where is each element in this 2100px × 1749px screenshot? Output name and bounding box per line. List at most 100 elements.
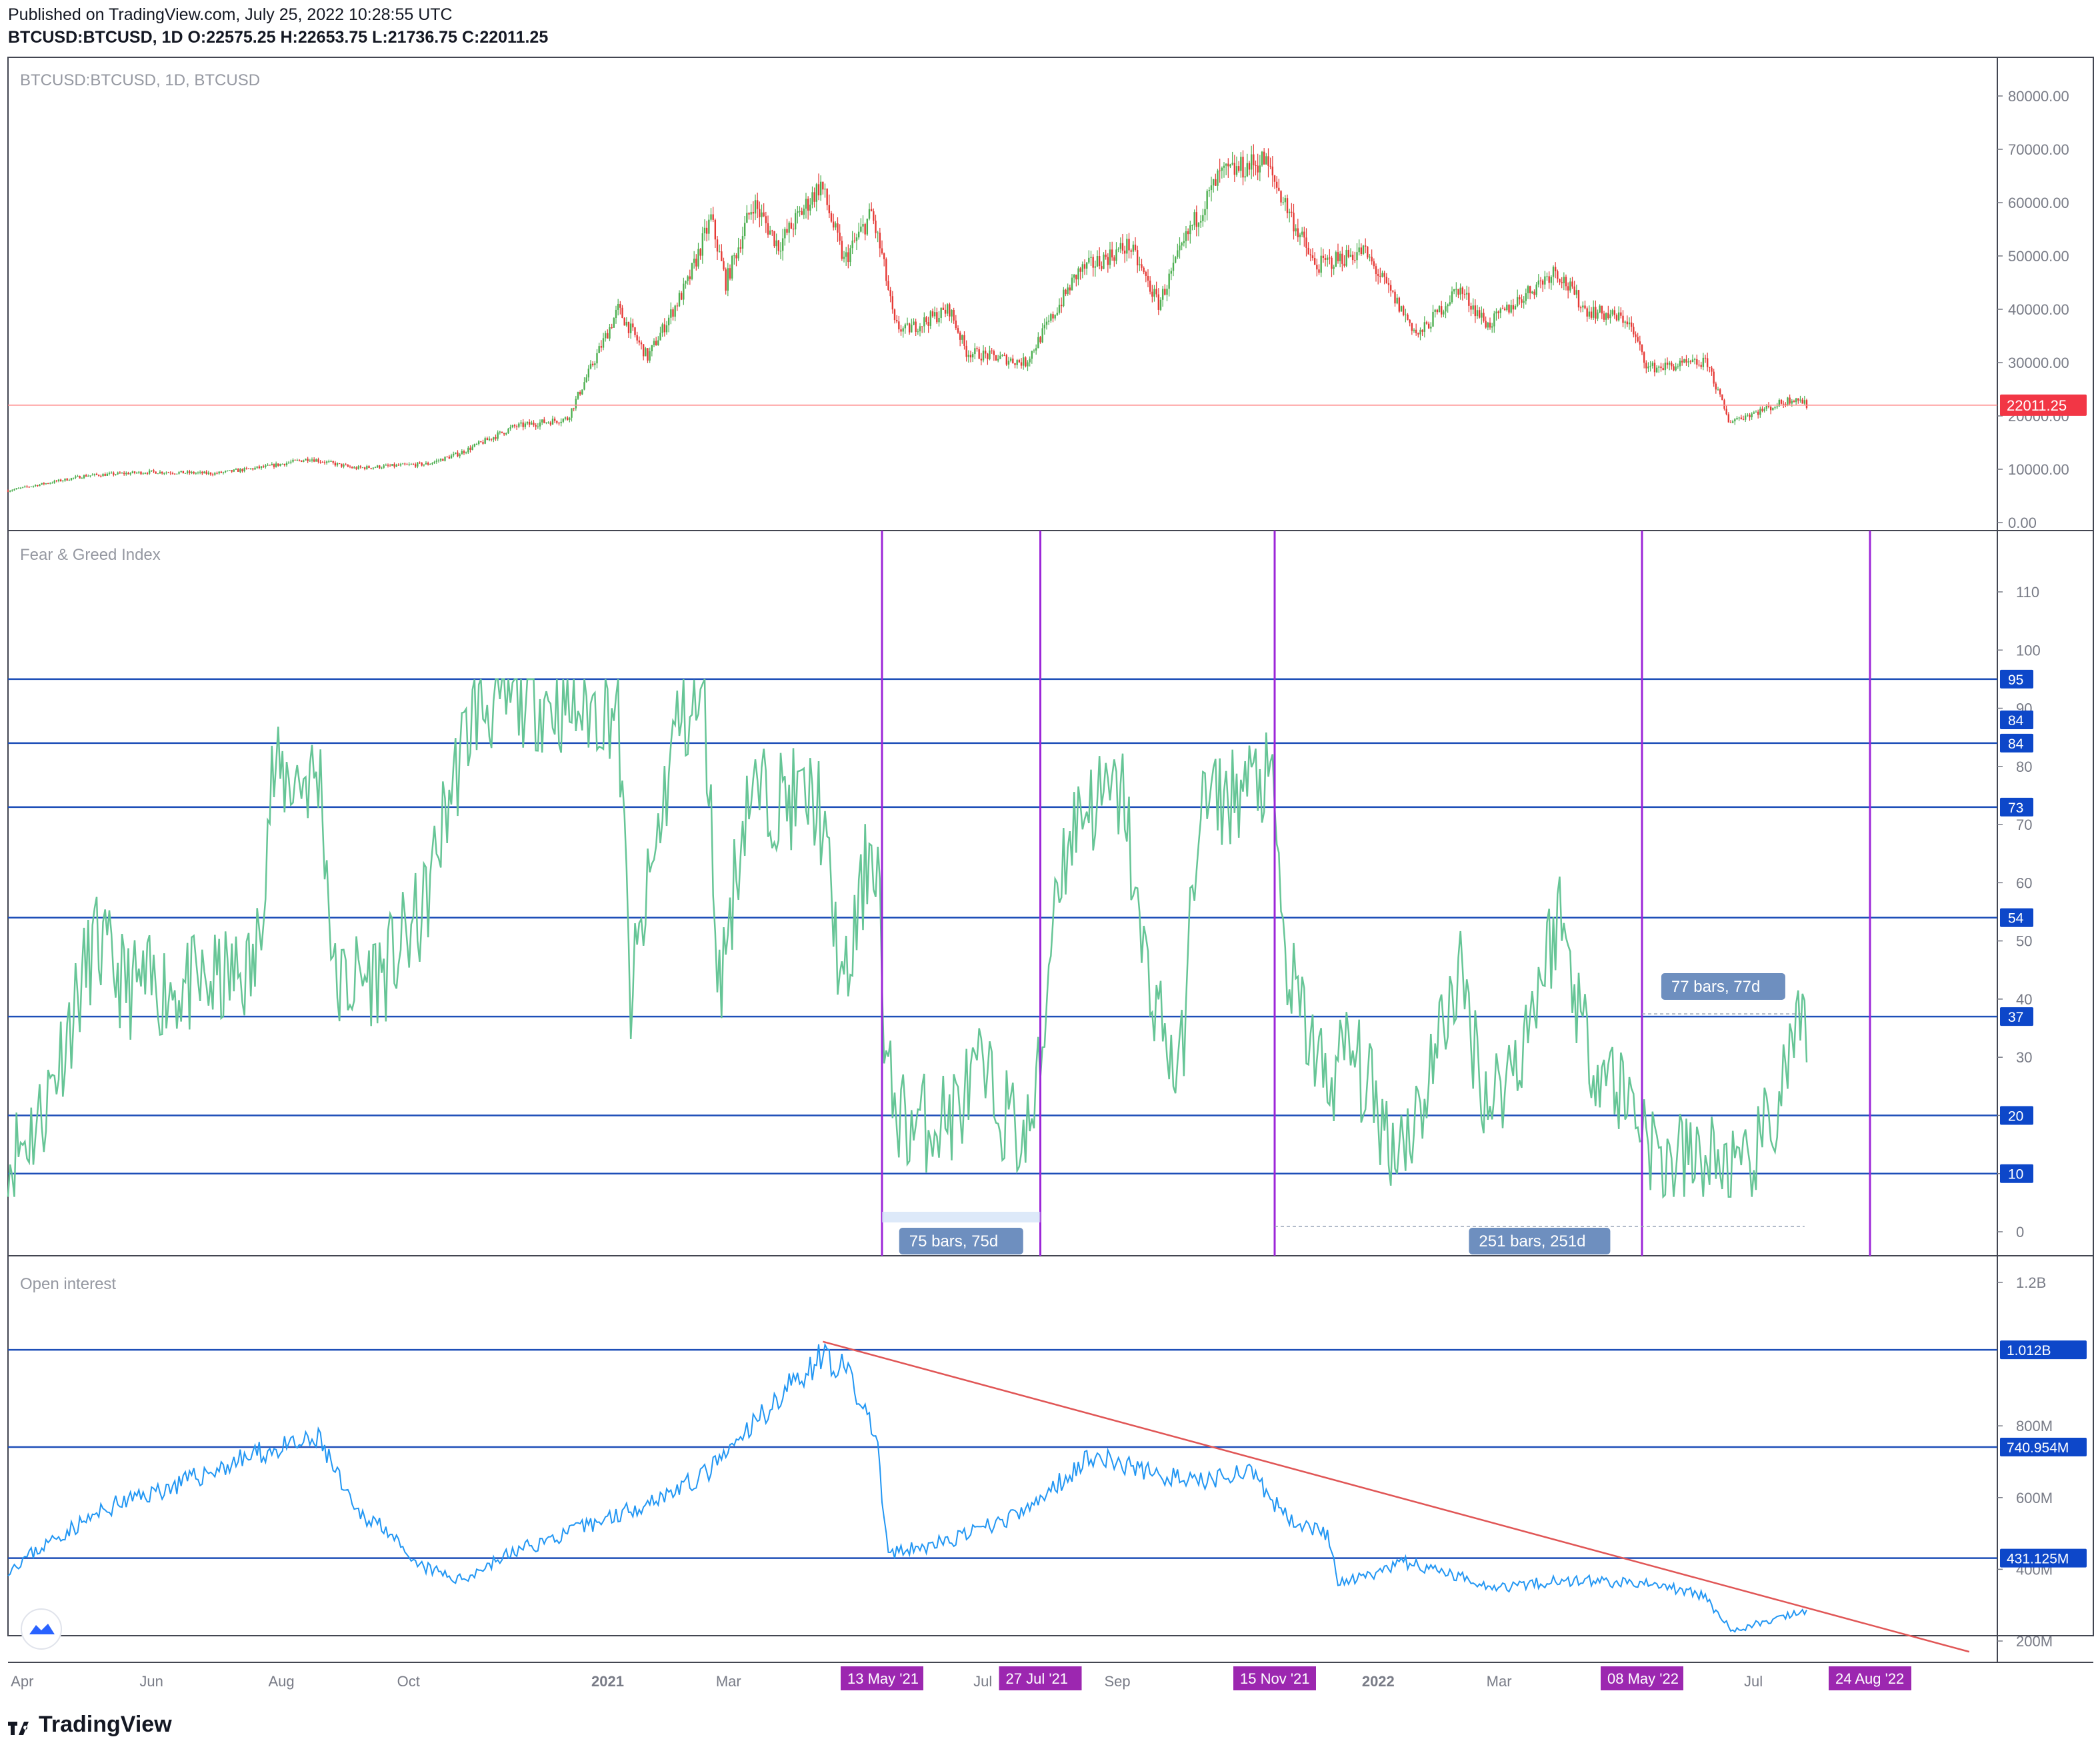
candle-body	[254, 467, 256, 470]
candle-body	[271, 464, 273, 466]
candle-body	[739, 247, 742, 249]
candle-body	[307, 459, 309, 461]
candle-body	[338, 463, 341, 464]
candle-body	[1183, 241, 1185, 243]
candle-body	[1620, 312, 1622, 316]
candle-body	[602, 338, 605, 348]
candle-body	[1073, 275, 1075, 278]
candle-body	[697, 249, 699, 267]
candle-body	[1649, 365, 1651, 367]
candle-body	[678, 293, 681, 307]
candle-body	[1105, 254, 1107, 257]
candle-body	[887, 281, 889, 291]
candle-body	[1250, 154, 1253, 170]
candle-body	[1622, 315, 1624, 323]
candle-body	[1681, 361, 1683, 363]
candle-body	[393, 464, 395, 467]
candle-body	[1096, 255, 1099, 267]
candle-body	[1769, 407, 1772, 411]
candle-body	[1282, 202, 1284, 203]
candle-body	[1573, 286, 1575, 295]
candle-body	[281, 463, 283, 465]
candle-body	[1305, 237, 1307, 248]
candle-body	[1058, 305, 1061, 313]
candle-body	[93, 473, 96, 475]
candle-body	[1474, 305, 1477, 317]
candle-body	[581, 389, 583, 395]
candle-body	[1436, 309, 1439, 313]
candle-body	[343, 465, 345, 467]
candle-body	[775, 240, 777, 247]
candle-body	[1615, 315, 1618, 321]
oi-line	[7, 1342, 1807, 1633]
candle-body	[19, 487, 22, 489]
candle-body	[925, 317, 927, 323]
candle-body	[518, 423, 520, 427]
candle-body	[1166, 289, 1168, 295]
fng-tick-label: 40	[2016, 991, 2032, 1008]
candle-body	[1421, 329, 1423, 332]
candle-body	[507, 429, 509, 433]
candle-body	[1689, 361, 1692, 363]
measure-label: 77 bars, 77d	[1671, 978, 1760, 996]
candle-body	[45, 483, 47, 485]
candle-body	[701, 233, 704, 256]
ohlc-line: BTCUSD:BTCUSD, 1D O:22575.25 H:22653.75 …	[8, 28, 548, 47]
candle-body	[461, 451, 463, 455]
candle-body	[689, 276, 691, 279]
candle-body	[1767, 405, 1770, 407]
candle-body	[412, 464, 415, 465]
candle-body	[881, 248, 883, 254]
candle-body	[383, 465, 385, 468]
candle-body	[148, 470, 151, 474]
candle-body	[1637, 337, 1639, 342]
candle-body	[1671, 363, 1673, 367]
candle-body	[579, 391, 581, 395]
candle-body	[566, 417, 569, 421]
candle-body	[1516, 297, 1519, 306]
candle-body	[1244, 176, 1246, 178]
price-tick-label: 70000.00	[2008, 141, 2069, 158]
candle-body	[921, 326, 923, 327]
candle-body	[1753, 412, 1755, 414]
candle-body	[1529, 286, 1531, 293]
footer-brand: TradingView	[8, 1712, 172, 1738]
candle-body	[756, 200, 759, 209]
candle-body	[1791, 401, 1793, 404]
candle-body	[1215, 179, 1217, 186]
x-tick-label: Jul	[1744, 1673, 1763, 1690]
candle-body	[748, 213, 750, 215]
candle-body	[1295, 228, 1297, 232]
candle-body	[598, 346, 600, 353]
candle-body	[89, 475, 91, 477]
low-label: L:	[372, 28, 388, 47]
candle-body	[524, 423, 527, 427]
candle-body	[1109, 249, 1111, 265]
candle-body	[184, 473, 187, 474]
candle-body	[1126, 239, 1128, 254]
candle-body	[526, 422, 529, 424]
candle-body	[1379, 275, 1381, 277]
candle-body	[53, 481, 55, 483]
candle-body	[1271, 166, 1274, 176]
fng-hline-badge	[2000, 908, 2033, 927]
candle-body	[949, 304, 951, 317]
candle-body	[1387, 283, 1390, 285]
candle-body	[1641, 344, 1643, 353]
candle-body	[1423, 322, 1426, 332]
candle-body	[1552, 267, 1555, 277]
candle-body	[1037, 337, 1039, 349]
low-value: 21736.75	[387, 28, 457, 47]
candle-body	[513, 425, 516, 427]
candle-body	[763, 212, 765, 217]
candle-body	[773, 231, 775, 247]
candle-body	[1691, 359, 1694, 363]
candle-body	[509, 427, 511, 429]
candle-body	[1297, 228, 1299, 237]
oi-tick-label: 600M	[2016, 1490, 2053, 1506]
candle-body	[1291, 211, 1293, 213]
candle-body	[729, 268, 731, 279]
candle-body	[1782, 403, 1785, 405]
candle-body	[895, 320, 898, 322]
